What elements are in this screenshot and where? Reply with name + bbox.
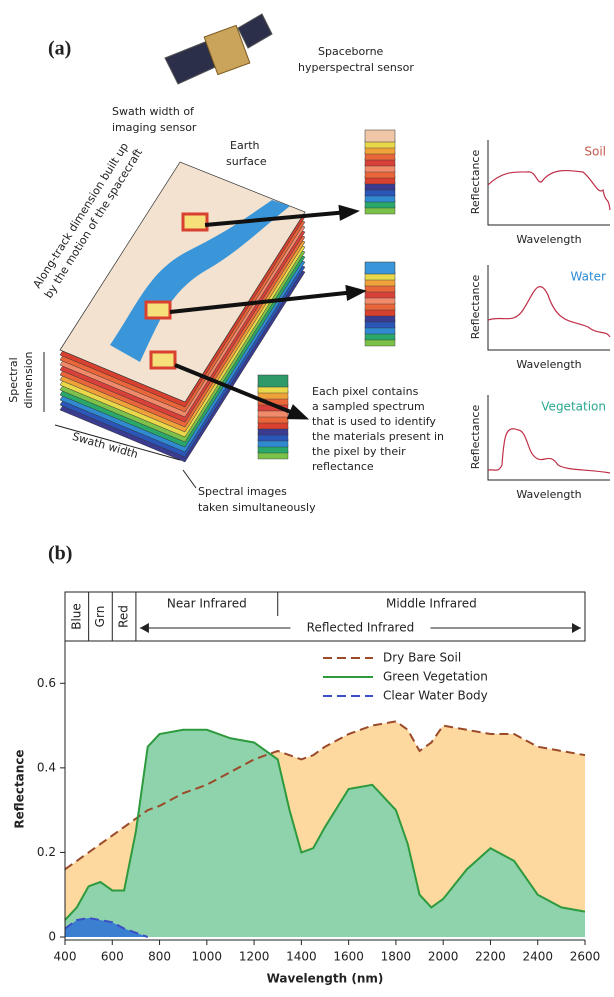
pointer — [182, 469, 197, 489]
sensor-label: hyperspectral sensor — [298, 61, 414, 74]
earth-label: Earth — [230, 139, 260, 152]
band-label: Middle Infrared — [386, 597, 477, 611]
sensor-label: Spaceborne — [318, 45, 384, 58]
x-tick-label: 2200 — [475, 950, 506, 964]
series-line — [64, 720, 586, 871]
mini-x-label: Wavelength — [516, 488, 581, 501]
spectra-panels: Soil Reflectance Wavelength Water Reflectanc… — [469, 140, 611, 501]
images-note: taken simultaneously — [198, 501, 316, 514]
legend-label: Clear Water Body — [383, 689, 488, 703]
earth-label: surface — [226, 155, 267, 168]
hyperspectral-cube — [59, 129, 396, 463]
swath-sensor-label: imaging sensor — [112, 121, 197, 134]
mini-axes — [487, 265, 610, 351]
dimension-bar — [54, 424, 181, 461]
pixel-top — [364, 129, 396, 143]
mini-curve — [487, 169, 611, 211]
mini-title: Water — [571, 270, 607, 284]
x-tick-label: 2600 — [570, 950, 601, 964]
mini-title: Soil — [584, 145, 606, 159]
x-tick-label: 2000 — [428, 950, 459, 964]
y-tick-label: 0.2 — [37, 845, 56, 859]
images-note: Spectral images — [198, 485, 287, 498]
arrow-head — [286, 404, 310, 420]
pixel — [144, 300, 172, 320]
spectral-dimension-text: Spectral — [7, 357, 20, 402]
mini-y-label: Reflectance — [469, 275, 482, 340]
x-tick-label: 800 — [148, 950, 171, 964]
legend-label: Dry Bare Soil — [383, 651, 461, 665]
panel-label: (b) — [48, 543, 72, 565]
pixel-note-line: a sampled spectrum — [312, 400, 425, 413]
swath-sensor-label: Swath width of — [112, 105, 195, 118]
series-line — [64, 916, 149, 938]
band-label: Red — [117, 605, 131, 628]
band-label: Blue — [69, 603, 83, 630]
river — [110, 200, 290, 362]
arrow — [204, 210, 349, 227]
arrow-head — [338, 204, 360, 221]
y-tick-label: 0.4 — [37, 760, 56, 774]
label-bg — [290, 620, 431, 636]
arrow-head — [139, 623, 149, 633]
x-axis-label: Wavelength (nm) — [267, 972, 384, 986]
band-label: Near Infrared — [167, 597, 247, 611]
x-tick-label: 1000 — [192, 950, 223, 964]
y-tick-label: 0.6 — [37, 676, 56, 690]
x-tick-label: 1400 — [286, 950, 317, 964]
band-label: Grn — [93, 606, 107, 628]
x-tick-label: 1600 — [333, 950, 364, 964]
mini-curve — [487, 428, 611, 474]
mini-title: Vegetation — [541, 400, 606, 414]
pixel-note: Each pixel contains a sampled spectrum tha… — [312, 385, 444, 473]
spectral-dimension-label: Spectral dimension — [7, 351, 35, 408]
mini-axes — [487, 140, 610, 226]
arrow-head — [345, 284, 367, 302]
pixel-note-line: reflectance — [312, 460, 374, 473]
x-tick-label: 1200 — [239, 950, 270, 964]
x-tick-label: 400 — [54, 950, 77, 964]
pixel — [181, 212, 209, 232]
x-tick-label: 600 — [101, 950, 124, 964]
pixel-note-line: the pixel by their — [312, 445, 406, 458]
arrow — [169, 290, 356, 314]
x-tick-label: 2400 — [522, 950, 553, 964]
spectral-dimension-text: dimension — [22, 351, 35, 408]
pixel-note-line: Each pixel contains — [312, 385, 419, 398]
arrow-head — [572, 623, 581, 633]
mini-y-label: Reflectance — [469, 405, 482, 470]
mini-curve — [487, 286, 611, 338]
arrow — [174, 363, 299, 417]
y-tick-label: 0 — [48, 930, 56, 944]
legend-label: Green Vegetation — [383, 670, 488, 684]
pixel-top — [364, 261, 396, 275]
pixel-note-line: that is used to identify — [312, 415, 436, 428]
mini-axes — [487, 395, 610, 481]
chart: 400 600 800 1000 1200 1400 1600 1800 2000 2200 240… — [13, 591, 601, 986]
satellite — [164, 13, 273, 85]
x-tick-label: 1800 — [381, 950, 412, 964]
pixel-note-line: the materials present in — [312, 430, 444, 443]
series-line — [64, 728, 586, 921]
pixel — [149, 350, 177, 370]
area-fill — [65, 917, 148, 937]
panel-label: (a) — [48, 38, 71, 60]
mini-y-label: Reflectance — [469, 150, 482, 215]
pixel-top — [257, 374, 289, 388]
mini-x-label: Wavelength — [516, 358, 581, 371]
reflected-label: Reflected Infrared — [307, 621, 415, 635]
y-axis-label: Reflectance — [13, 749, 27, 828]
mini-x-label: Wavelength — [516, 233, 581, 246]
